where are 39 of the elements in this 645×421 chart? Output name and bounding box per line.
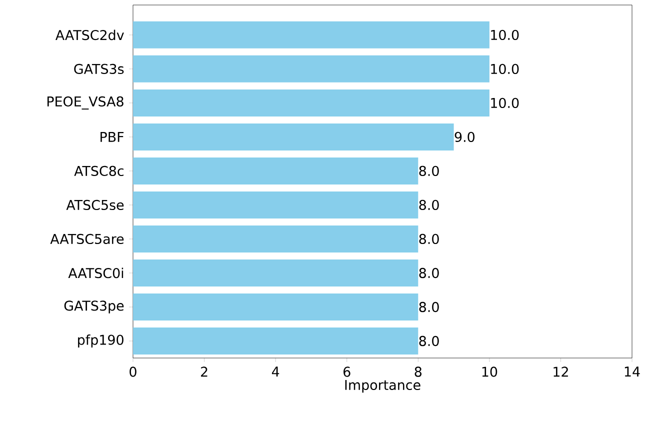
y-tick-label: PEOE_VSA8 (47, 96, 124, 110)
data-label: 9.0 (454, 132, 474, 142)
x-tick-label: 12 (554, 366, 568, 377)
bar (133, 259, 418, 286)
x-axis-title: Importance (345, 380, 420, 393)
y-tick-label: PBF (100, 132, 124, 142)
x-tick-label: 10 (482, 366, 498, 377)
bar (133, 191, 418, 218)
y-tick-label: AATSC0i (68, 268, 124, 278)
bar (133, 157, 418, 184)
x-tick-label: 6 (344, 366, 350, 377)
bar (133, 328, 418, 354)
x-tick-label: 8 (414, 366, 422, 377)
data-label: 8.0 (419, 336, 439, 346)
data-label: 8.0 (419, 200, 439, 210)
data-label: 8.0 (419, 302, 439, 312)
data-label: 10.0 (491, 30, 519, 40)
bar (133, 293, 418, 320)
data-label: 8.0 (419, 166, 439, 176)
y-tick-label: GATS3s (74, 64, 124, 74)
bar (133, 89, 490, 116)
data-label: 8.0 (419, 234, 439, 244)
data-label: 10.0 (491, 98, 519, 108)
bar (133, 55, 490, 82)
x-tick-label: 2 (200, 366, 208, 377)
x-tick-label: 4 (272, 366, 280, 376)
data-label: 8.0 (419, 268, 439, 278)
bar (133, 21, 490, 48)
bar (133, 123, 454, 150)
x-tick-label: 14 (624, 366, 640, 376)
y-tick-label: AATSC2dv (55, 30, 124, 40)
bar (133, 225, 418, 252)
x-tick-label: 0 (130, 366, 136, 377)
data-label: 10.0 (491, 64, 519, 74)
y-tick-label: GATS3pe (64, 300, 124, 314)
y-tick-label: ATSC8c (74, 166, 124, 176)
y-tick-label: pfp190 (78, 334, 124, 348)
y-tick-label: AATSC5are (50, 234, 124, 244)
y-tick-label: ATSC5se (66, 200, 124, 210)
